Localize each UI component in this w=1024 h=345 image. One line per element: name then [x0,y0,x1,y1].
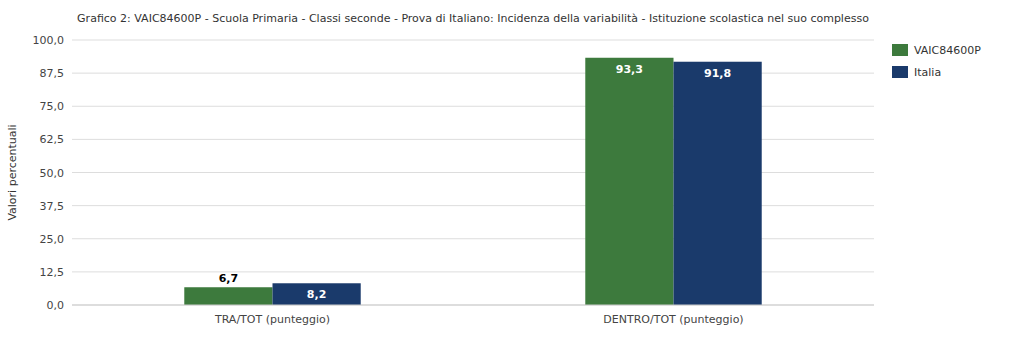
legend-swatch [892,44,908,56]
data-label: 8,2 [307,288,327,301]
data-label: 6,7 [219,272,239,285]
data-label: 93,3 [616,63,643,76]
grid [72,40,874,305]
legend-swatch [892,66,908,78]
y-tick-label: 25,0 [40,233,65,246]
y-tick-label: 62,5 [40,133,65,146]
title: Grafico 2: VAIC84600P - Scuola Primaria … [77,12,869,25]
y-tick-label: 12,5 [40,266,65,279]
chart-container: Grafico 2: VAIC84600P - Scuola Primaria … [0,0,1024,345]
bar [273,283,361,305]
grid-line [72,305,874,306]
bar [184,287,272,305]
x-axis-line [72,305,874,306]
bar [674,62,762,305]
y-tick-label: 87,5 [40,67,65,80]
y-tick-label: 0,0 [47,299,65,312]
y-tick-label: 100,0 [33,34,65,47]
y-tick-label: 75,0 [40,100,65,113]
x-tick-label: DENTRO/TOT (punteggio) [603,313,743,326]
legend: VAIC84600P Italia [892,44,981,79]
grid-line [72,40,874,41]
x-tick-label: TRA/TOT (punteggio) [214,313,330,326]
legend-label: VAIC84600P [914,44,981,57]
y-axis-label: Valori percentuali [6,124,19,220]
data-label: 91,8 [704,67,731,80]
bars [184,58,761,305]
data-labels: 6,7 8,2 93,3 91,8 [219,63,732,302]
chart-svg: Grafico 2: VAIC84600P - Scuola Primaria … [0,0,1024,345]
y-tick-label: 37,5 [40,200,65,213]
bar [585,58,673,305]
legend-label: Italia [914,66,941,79]
y-tick-label: 50,0 [40,167,65,180]
